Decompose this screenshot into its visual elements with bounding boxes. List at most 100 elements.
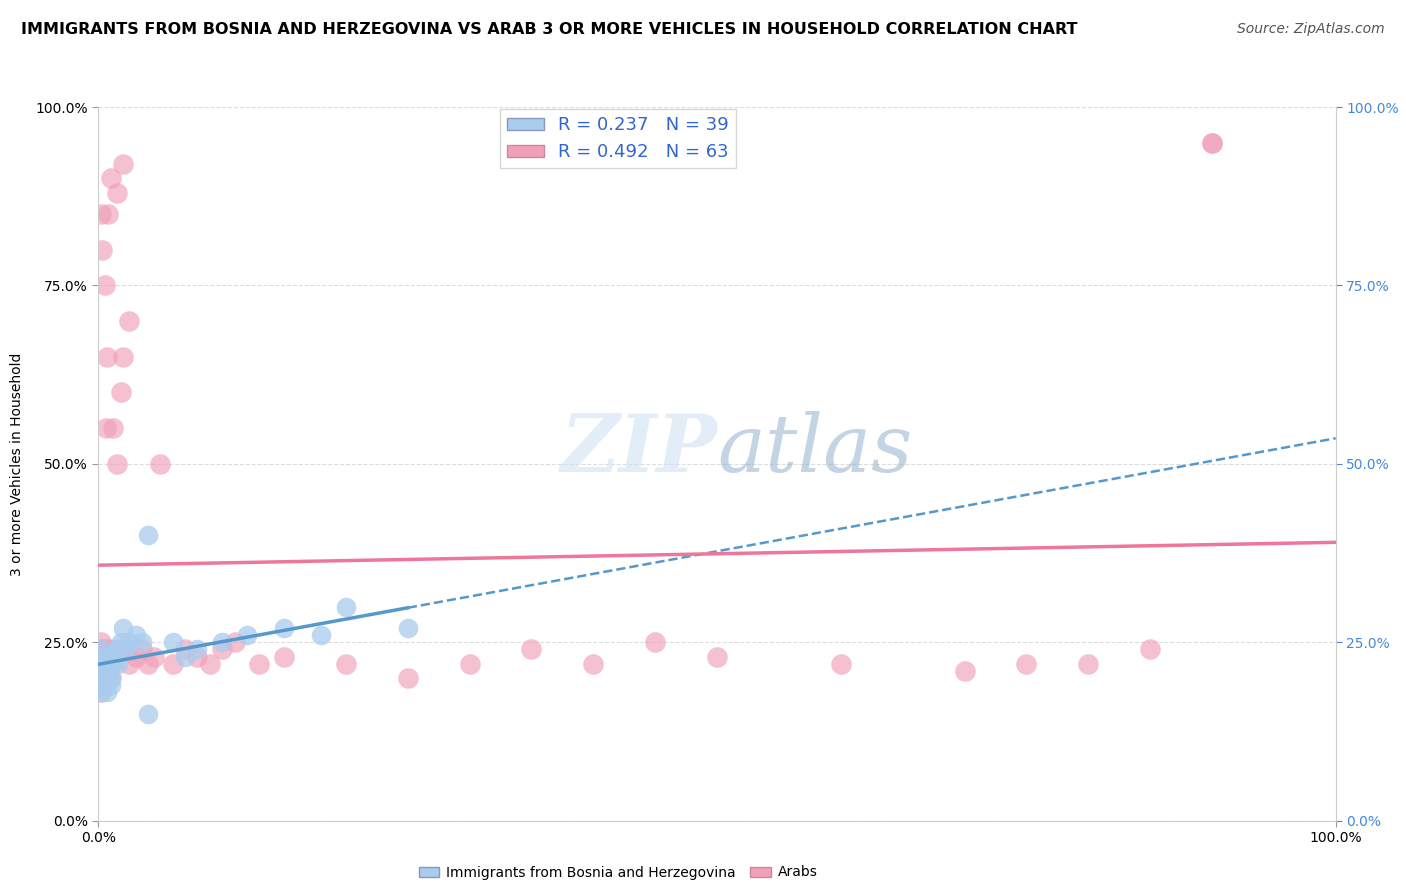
Point [91,657,114,671]
Point [91,671,114,685]
Point [97,664,120,678]
Point [97,207,120,221]
Point [520,642,543,657]
Point [136,657,159,671]
Point [90,207,112,221]
Point [118,657,141,671]
Point [174,642,197,657]
Point [211,635,233,649]
Point [91,243,114,257]
Point [93,642,115,657]
Point [93,678,115,692]
Point [100,657,122,671]
Text: ZIP: ZIP [560,411,717,488]
Point [162,657,184,671]
Point [309,628,332,642]
Point [124,649,146,664]
Point [94,671,117,685]
Point [91,642,114,657]
Point [396,671,419,685]
Point [830,657,852,671]
Text: Source: ZipAtlas.com: Source: ZipAtlas.com [1237,22,1385,37]
Point [105,457,128,471]
Point [93,649,115,664]
Point [93,678,115,692]
Point [273,621,295,635]
Point [236,628,259,642]
Point [247,657,270,671]
Point [91,664,114,678]
Point [110,385,132,400]
Point [1139,642,1161,657]
Point [103,657,125,671]
Point [1201,136,1223,150]
Point [136,528,159,542]
Point [118,314,141,328]
Point [124,628,146,642]
Point [131,642,153,657]
Point [100,671,122,685]
Point [105,642,128,657]
Point [396,621,419,635]
Point [174,649,197,664]
Point [186,642,208,657]
Point [97,671,120,685]
Point [100,671,122,685]
Text: atlas: atlas [717,411,912,488]
Point [94,649,117,664]
Point [89,657,111,671]
Point [94,657,117,671]
Point [90,635,112,649]
Point [1015,657,1038,671]
Point [582,657,605,671]
Point [273,649,295,664]
Point [112,621,135,635]
Point [96,685,118,699]
Point [335,657,357,671]
Point [105,186,128,200]
Point [89,642,111,657]
Point [112,157,135,171]
Point [198,657,221,671]
Point [93,278,115,293]
Point [89,671,111,685]
Y-axis label: 3 or more Vehicles in Household: 3 or more Vehicles in Household [10,352,24,575]
Point [644,635,666,649]
Point [91,649,114,664]
Point [112,350,135,364]
Point [105,642,128,657]
Point [100,678,122,692]
Point [706,649,728,664]
Point [98,657,121,671]
Point [96,664,118,678]
Point [103,649,125,664]
Point [118,635,141,649]
Point [97,649,120,664]
Point [98,649,121,664]
Point [162,635,184,649]
Point [211,642,233,657]
Point [186,649,208,664]
Point [90,685,112,699]
Point [149,457,172,471]
Point [93,671,115,685]
Point [93,657,115,671]
Point [1077,657,1099,671]
Point [93,671,115,685]
Point [90,685,112,699]
Point [93,657,115,671]
Point [114,642,136,657]
Point [100,171,122,186]
Point [90,657,112,671]
Point [97,642,120,657]
Point [110,635,132,649]
Point [131,635,153,649]
Point [114,642,136,657]
Point [96,657,118,671]
Point [458,657,481,671]
Legend: Immigrants from Bosnia and Herzegovina, Arabs: Immigrants from Bosnia and Herzegovina, … [413,860,823,885]
Point [224,635,246,649]
Point [90,671,112,685]
Point [96,350,118,364]
Point [94,421,117,435]
